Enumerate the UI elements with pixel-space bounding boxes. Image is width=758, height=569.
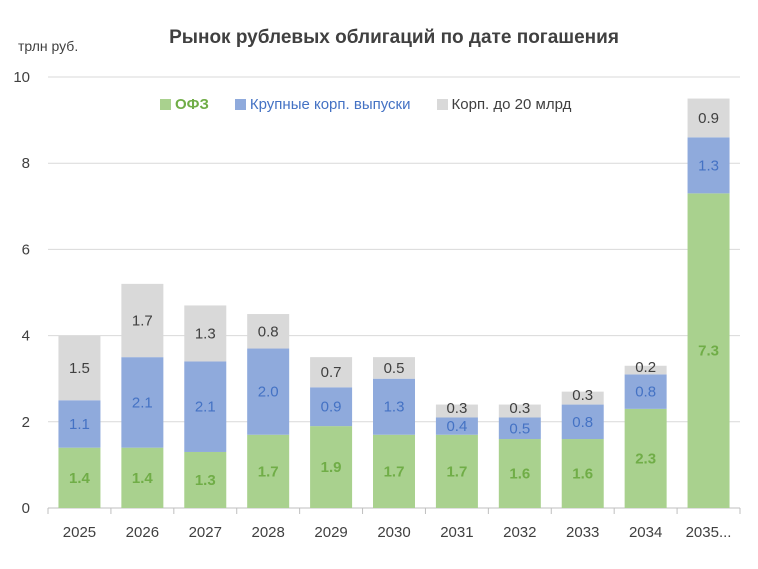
x-tick-label: 2030	[377, 524, 410, 541]
data-label: 0.3	[572, 387, 593, 404]
y-tick-label: 6	[22, 241, 30, 258]
y-tick-label: 2	[22, 414, 30, 431]
chart-title: Рынок рублевых облигаций по дате погашен…	[169, 27, 619, 48]
data-label: 0.7	[321, 364, 342, 381]
x-tick-label: 2035...	[686, 524, 732, 541]
data-label: 1.4	[132, 470, 154, 487]
bar-2025-series-0	[58, 447, 101, 508]
data-label: 0.3	[446, 400, 467, 417]
bar-2035...-series-2	[687, 98, 730, 138]
data-label: 0.2	[635, 359, 656, 376]
legend-label: Крупные корп. выпуски	[249, 96, 411, 113]
y-tick-label: 8	[22, 155, 30, 172]
bar-2035...-series-0	[687, 193, 730, 508]
legend-label: Корп. до 20 млрд	[451, 96, 572, 113]
bar-2025-series-2	[58, 335, 101, 401]
bar-2034-series-0	[624, 408, 667, 508]
bar-2032-series-2	[498, 404, 541, 418]
data-label: 1.3	[384, 399, 405, 416]
data-label: 2.0	[258, 384, 279, 401]
data-label: 1.3	[698, 157, 719, 174]
bar-2028-series-2	[247, 314, 290, 349]
legend: ОФЗ Крупные корп. выпуски Корп. до 20 млрд	[160, 96, 571, 113]
bar-2026-series-1	[121, 357, 164, 448]
bar-2028-series-0	[247, 434, 290, 508]
data-label: 0.5	[384, 360, 405, 377]
bar-2033-series-1	[561, 404, 604, 440]
data-label: 1.6	[572, 466, 593, 483]
bar-2034-series-1	[624, 374, 667, 409]
x-tick-label: 2026	[126, 524, 159, 541]
bar-2030-series-0	[373, 434, 415, 508]
legend-swatch	[234, 99, 246, 110]
data-label: 1.3	[195, 472, 216, 489]
legend-item: ОФЗ	[160, 96, 209, 113]
x-tick-label: 2025	[63, 524, 96, 541]
bar-2033-series-0	[561, 439, 604, 508]
bar-2029-series-2	[310, 357, 353, 388]
data-label: 1.5	[69, 360, 90, 377]
y-axis-label: трлн руб.	[18, 38, 79, 54]
data-label: 1.9	[321, 459, 342, 476]
data-label: 1.7	[132, 313, 153, 330]
data-label: 0.8	[572, 414, 593, 431]
data-label: 0.8	[258, 323, 279, 340]
bar-2029-series-1	[310, 387, 353, 427]
bar-2027-series-0	[184, 451, 227, 508]
legend-swatch	[436, 99, 448, 110]
legend-item: Корп. до 20 млрд	[436, 96, 572, 113]
data-label: 2.1	[132, 394, 153, 411]
bar-2033-series-2	[561, 391, 604, 405]
data-label: 0.9	[321, 399, 342, 416]
data-label: 0.5	[509, 420, 530, 437]
legend-item: Крупные корп. выпуски	[234, 96, 411, 113]
x-tick-label: 2029	[314, 524, 347, 541]
data-label: 1.7	[258, 463, 279, 480]
legend-label: ОФЗ	[175, 96, 209, 113]
data-label: 1.6	[509, 466, 530, 483]
bar-2030-series-2	[373, 357, 415, 379]
x-tick-label: 2033	[566, 524, 599, 541]
data-label: 1.7	[446, 463, 467, 480]
legend-swatch	[160, 99, 171, 110]
data-label: 7.3	[698, 343, 719, 360]
data-label: 1.4	[69, 470, 91, 487]
bar-2027-series-1	[184, 361, 227, 452]
y-tick-label: 4	[22, 328, 30, 345]
x-tick-label: 2027	[189, 524, 222, 541]
data-label: 1.3	[195, 325, 216, 342]
y-tick-label: 0	[22, 500, 30, 517]
bar-2032-series-0	[498, 439, 541, 508]
data-label: 0.3	[509, 400, 530, 417]
bar-2032-series-1	[498, 417, 541, 440]
bar-2034-series-2	[624, 365, 667, 375]
data-label: 2.3	[635, 450, 656, 467]
bar-2031-series-0	[435, 434, 478, 508]
x-tick-label: 2032	[503, 524, 536, 541]
bar-2026-series-2	[121, 283, 164, 358]
data-label: 1.7	[384, 463, 405, 480]
x-tick-label: 2028	[251, 524, 284, 541]
bar-2030-series-1	[373, 378, 415, 435]
x-tick-label: 2034	[629, 524, 662, 541]
data-label: 0.4	[446, 418, 467, 435]
bar-2027-series-2	[184, 305, 227, 362]
bar-2026-series-0	[121, 447, 164, 508]
data-label: 0.9	[698, 110, 719, 127]
bar-2031-series-2	[435, 404, 478, 418]
bar-2028-series-1	[247, 348, 290, 435]
data-label: 2.1	[195, 399, 216, 416]
data-label: 0.8	[635, 384, 656, 401]
bar-2035...-series-1	[687, 137, 730, 194]
data-label: 1.1	[69, 416, 90, 433]
y-tick-label: 10	[13, 69, 30, 86]
bar-2025-series-1	[58, 400, 101, 448]
bar-2029-series-0	[310, 426, 353, 508]
x-tick-label: 2031	[440, 524, 473, 541]
bar-2031-series-1	[435, 417, 478, 435]
